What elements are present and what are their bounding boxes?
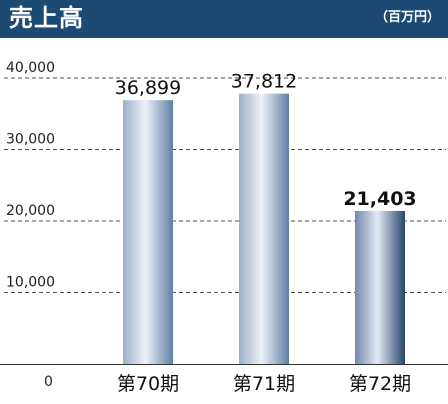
y-tick-label: 20,000 bbox=[6, 203, 55, 219]
unit-label: （百万円） bbox=[374, 10, 440, 25]
x-category-label: 第70期 bbox=[117, 373, 179, 395]
y-tick-label: 40,000 bbox=[6, 60, 55, 76]
chart-title: 売上高 bbox=[9, 4, 84, 32]
y-tick-label: 0 bbox=[44, 374, 53, 390]
chart-area: 0 10,000 20,000 30,000 40,000 36,899 第70期 37,81… bbox=[0, 38, 448, 400]
y-tick-label: 10,000 bbox=[6, 275, 55, 291]
bar-第71期 bbox=[239, 93, 289, 364]
chart-header: 売上高 （百万円） bbox=[0, 0, 448, 38]
bar-第70期 bbox=[123, 100, 173, 364]
x-category-label: 第71期 bbox=[233, 373, 295, 395]
bar-value-label: 37,812 bbox=[231, 71, 297, 93]
bar-第72期 bbox=[355, 210, 405, 364]
x-category-label: 第72期 bbox=[349, 373, 411, 395]
y-tick-label: 30,000 bbox=[6, 132, 55, 148]
bar-chart: 0 10,000 20,000 30,000 40,000 36,899 第70期 37,81… bbox=[0, 60, 448, 395]
bar-value-label: 21,403 bbox=[343, 188, 416, 210]
bar-value-label: 36,899 bbox=[115, 77, 181, 99]
